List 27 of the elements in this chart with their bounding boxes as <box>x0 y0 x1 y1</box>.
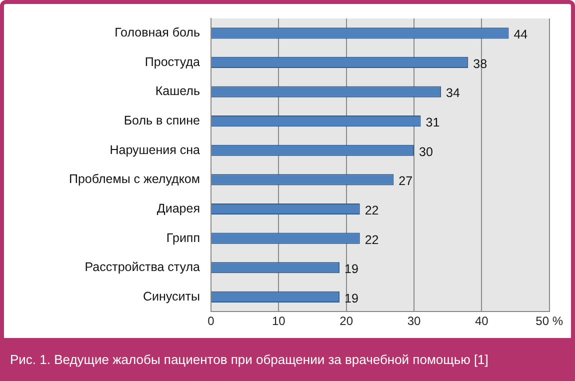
x-tick-label: 10 <box>272 314 286 328</box>
x-tick-label: 20 <box>340 314 354 328</box>
data-label: 22 <box>364 232 379 247</box>
x-tick-label: 50 % <box>536 314 564 328</box>
data-label: 34 <box>446 86 460 100</box>
y-tick-label: Расстройства стула <box>84 260 200 274</box>
data-label: 22 <box>364 203 379 218</box>
y-tick-label: Грипп <box>166 230 200 245</box>
data-label: 44 <box>514 28 528 42</box>
x-tick-label: 30 <box>407 314 421 328</box>
x-tick-label: 0 <box>208 314 215 328</box>
y-tick-label: Нарушения сна <box>110 142 200 157</box>
y-tick-label: Кашель <box>155 84 200 98</box>
y-tick-label: Проблемы с желудком <box>68 172 200 186</box>
data-label: 19 <box>344 291 359 306</box>
text: Рис. 1. Ведущие жалобы пациентов при обращении за врачебной помощью [1] <box>0 338 575 381</box>
data-label: 19 <box>344 262 359 276</box>
y-tick-label: Простуда <box>144 54 200 69</box>
y-tick-label: Головная боль <box>114 26 200 40</box>
data-label: 27 <box>398 174 413 188</box>
data-label: 30 <box>418 144 433 159</box>
y-tick-label: Синуситы <box>143 289 200 304</box>
x-tick-label: 40 <box>474 314 489 328</box>
y-tick-label: Диарея <box>156 201 200 216</box>
data-label: 38 <box>473 56 488 71</box>
data-label: 31 <box>426 116 440 130</box>
y-tick-label: Боль в спине <box>124 114 200 128</box>
